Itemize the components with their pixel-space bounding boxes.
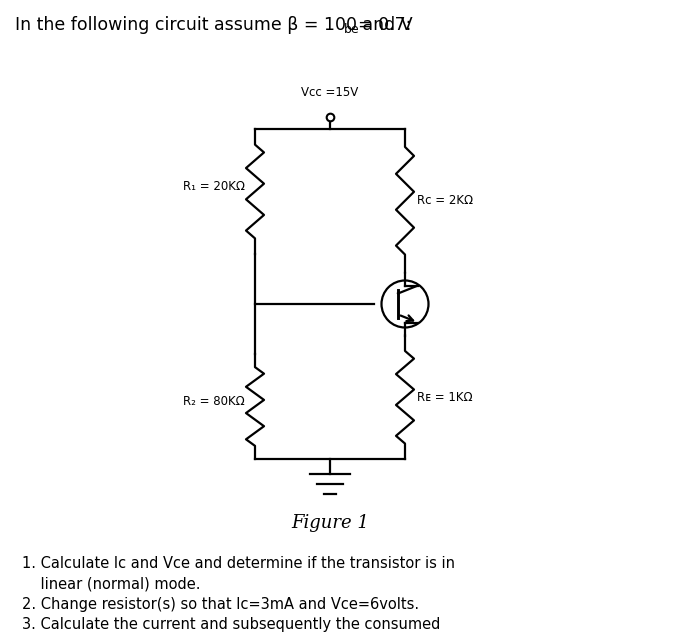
Text: Vcc =15V: Vcc =15V — [302, 86, 358, 99]
Text: = 0.7:: = 0.7: — [358, 16, 412, 34]
Text: Figure 1: Figure 1 — [291, 514, 369, 532]
Text: R₂ = 80KΩ: R₂ = 80KΩ — [183, 395, 245, 408]
Text: be: be — [344, 23, 360, 36]
Text: R₁ = 20KΩ: R₁ = 20KΩ — [183, 180, 245, 193]
Text: 3. Calculate the current and subsequently the consumed: 3. Calculate the current and subsequentl… — [22, 618, 440, 633]
Text: 1. Calculate Ic and Vce and determine if the transistor is in: 1. Calculate Ic and Vce and determine if… — [22, 556, 455, 571]
Text: Rᴇ = 1KΩ: Rᴇ = 1KΩ — [417, 391, 473, 404]
Text: Rc = 2KΩ: Rc = 2KΩ — [417, 194, 473, 207]
Text: In the following circuit assume β = 100 and V: In the following circuit assume β = 100 … — [15, 16, 412, 34]
Text: linear (normal) mode.: linear (normal) mode. — [22, 576, 200, 592]
Text: 2. Change resistor(s) so that Ic=3mA and Vce=6volts.: 2. Change resistor(s) so that Ic=3mA and… — [22, 597, 419, 612]
